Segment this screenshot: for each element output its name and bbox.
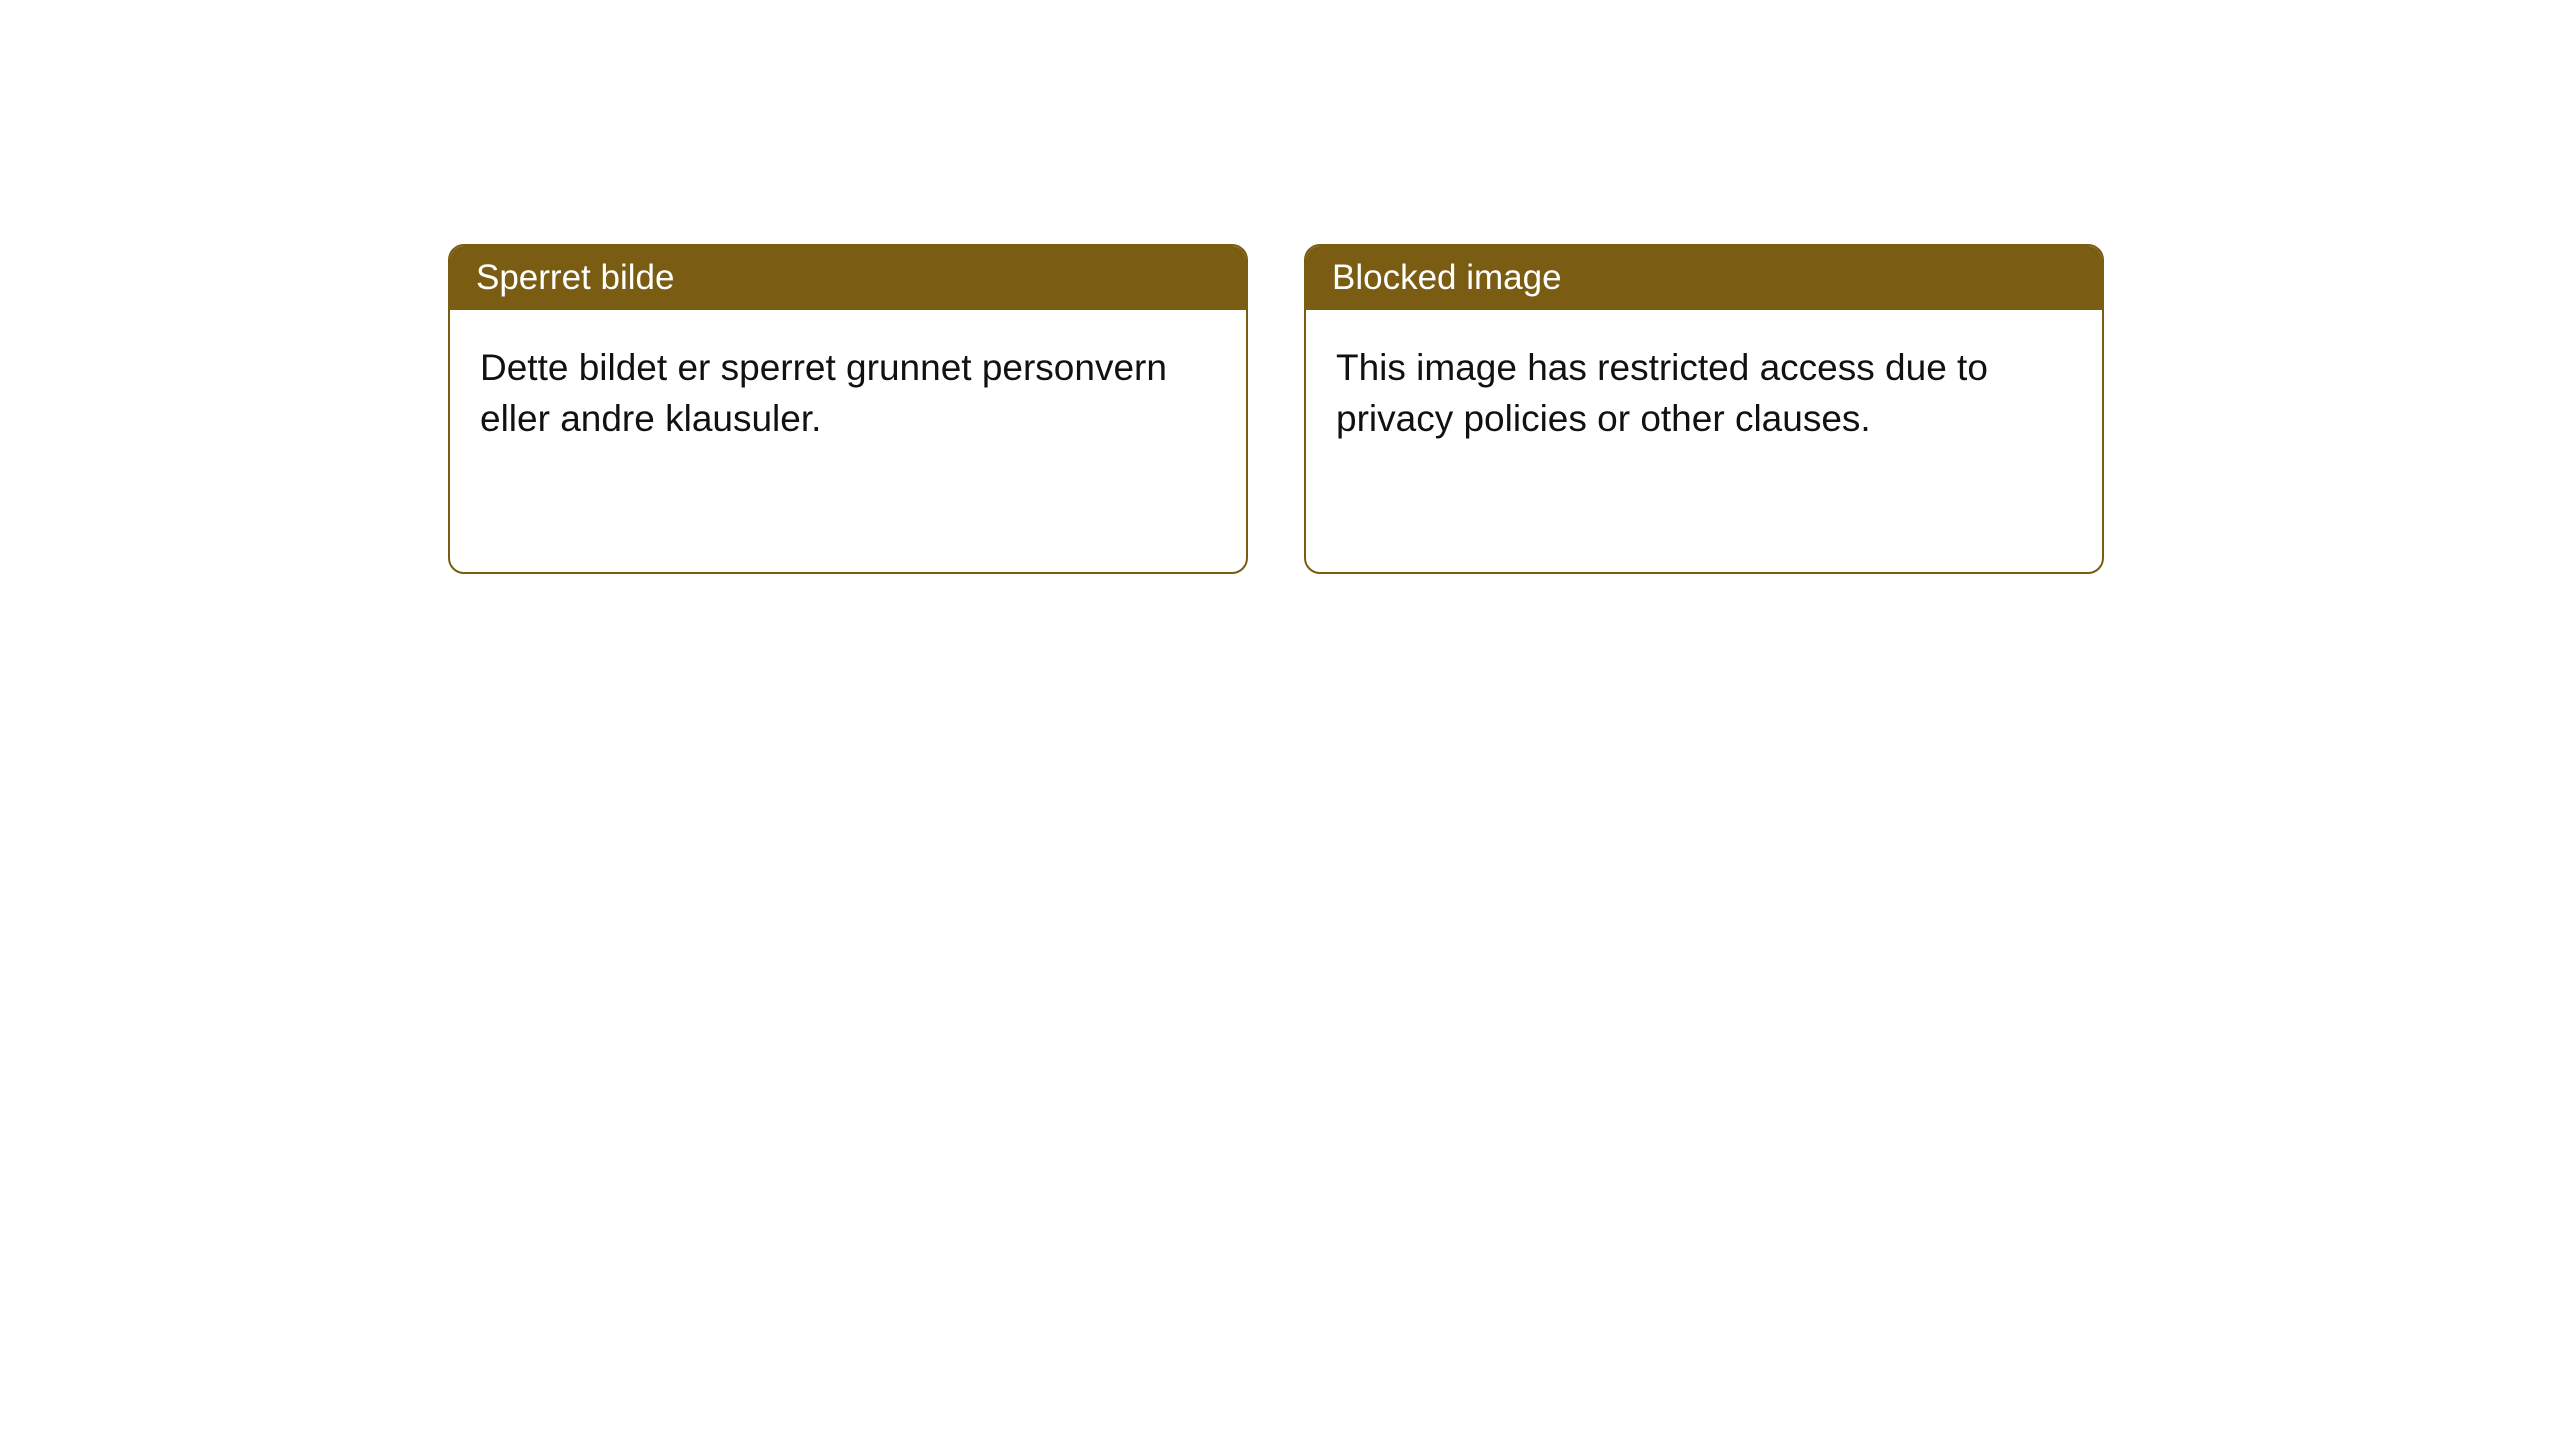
card-header-en: Blocked image xyxy=(1306,246,2102,310)
card-header-no: Sperret bilde xyxy=(450,246,1246,310)
card-body-no: Dette bildet er sperret grunnet personve… xyxy=(450,310,1246,478)
notice-container: Sperret bilde Dette bildet er sperret gr… xyxy=(0,0,2560,574)
card-body-en: This image has restricted access due to … xyxy=(1306,310,2102,478)
blocked-image-card-no: Sperret bilde Dette bildet er sperret gr… xyxy=(448,244,1248,574)
blocked-image-card-en: Blocked image This image has restricted … xyxy=(1304,244,2104,574)
